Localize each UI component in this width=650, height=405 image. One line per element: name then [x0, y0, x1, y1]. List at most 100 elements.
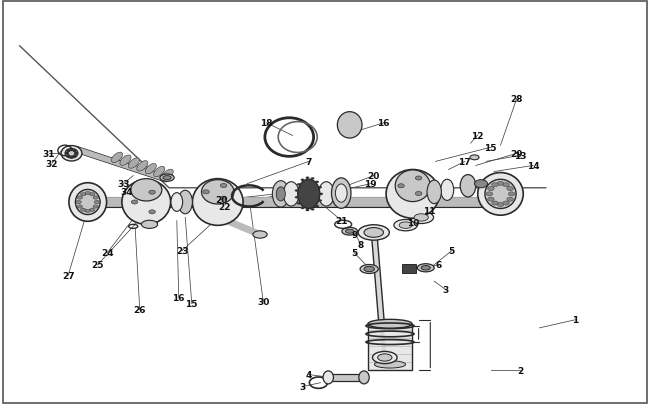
- Ellipse shape: [131, 179, 162, 202]
- Circle shape: [75, 153, 77, 155]
- Ellipse shape: [342, 228, 358, 236]
- Ellipse shape: [364, 228, 384, 238]
- Ellipse shape: [253, 231, 267, 239]
- Circle shape: [67, 151, 70, 152]
- Ellipse shape: [69, 183, 107, 222]
- Ellipse shape: [360, 265, 378, 274]
- Text: 8: 8: [358, 241, 364, 249]
- Bar: [402, 264, 416, 273]
- Text: 15: 15: [484, 143, 497, 152]
- Text: 13: 13: [514, 151, 526, 160]
- Circle shape: [319, 193, 323, 196]
- Ellipse shape: [378, 354, 392, 361]
- Ellipse shape: [368, 320, 412, 328]
- Circle shape: [67, 156, 70, 157]
- Ellipse shape: [470, 156, 479, 160]
- Circle shape: [311, 178, 315, 180]
- Circle shape: [131, 200, 138, 205]
- Text: 2: 2: [517, 366, 523, 375]
- Text: 27: 27: [62, 271, 75, 280]
- Ellipse shape: [160, 175, 174, 182]
- Circle shape: [93, 196, 98, 200]
- Text: 14: 14: [526, 162, 539, 171]
- Ellipse shape: [364, 267, 374, 272]
- Circle shape: [70, 149, 73, 151]
- Text: 32: 32: [46, 160, 58, 168]
- Ellipse shape: [192, 179, 243, 226]
- Circle shape: [66, 153, 68, 155]
- Ellipse shape: [395, 171, 430, 202]
- Circle shape: [315, 181, 319, 183]
- Text: 5: 5: [448, 247, 455, 256]
- Circle shape: [488, 187, 494, 191]
- Ellipse shape: [460, 175, 476, 198]
- Ellipse shape: [120, 156, 131, 166]
- Text: 29: 29: [510, 149, 523, 158]
- Ellipse shape: [332, 178, 351, 209]
- Circle shape: [398, 184, 404, 188]
- Ellipse shape: [427, 181, 441, 204]
- Text: 22: 22: [218, 202, 231, 211]
- Ellipse shape: [337, 113, 362, 139]
- Circle shape: [306, 209, 309, 212]
- Text: 4: 4: [306, 370, 312, 379]
- Ellipse shape: [386, 170, 439, 219]
- Text: 24: 24: [101, 249, 114, 258]
- Text: 1: 1: [572, 315, 578, 324]
- Circle shape: [507, 187, 514, 191]
- Text: 6: 6: [436, 261, 442, 270]
- Ellipse shape: [394, 220, 417, 231]
- Text: 21: 21: [335, 216, 348, 225]
- Text: 10: 10: [406, 218, 419, 227]
- Ellipse shape: [399, 222, 412, 229]
- Ellipse shape: [171, 193, 183, 212]
- Text: 15: 15: [185, 299, 198, 308]
- Ellipse shape: [122, 180, 170, 225]
- Circle shape: [73, 151, 76, 152]
- Circle shape: [77, 205, 83, 209]
- Text: 17: 17: [458, 158, 471, 166]
- Circle shape: [415, 177, 422, 181]
- Text: 9: 9: [351, 230, 358, 239]
- Ellipse shape: [153, 167, 165, 177]
- Circle shape: [488, 198, 494, 202]
- Circle shape: [486, 192, 493, 196]
- Circle shape: [73, 156, 76, 157]
- Circle shape: [503, 202, 510, 206]
- Ellipse shape: [359, 371, 369, 384]
- Circle shape: [294, 196, 298, 199]
- Circle shape: [503, 183, 510, 187]
- Ellipse shape: [409, 212, 434, 224]
- Text: 18: 18: [260, 119, 273, 128]
- Circle shape: [203, 190, 209, 194]
- Ellipse shape: [145, 164, 157, 175]
- Ellipse shape: [178, 191, 192, 214]
- Ellipse shape: [272, 181, 289, 207]
- Text: 16: 16: [172, 293, 185, 302]
- Ellipse shape: [441, 180, 454, 201]
- Ellipse shape: [358, 225, 389, 241]
- Text: 25: 25: [91, 261, 104, 270]
- Ellipse shape: [65, 149, 78, 159]
- Circle shape: [294, 190, 298, 192]
- Ellipse shape: [75, 190, 100, 215]
- Circle shape: [70, 157, 73, 158]
- Text: 7: 7: [306, 158, 312, 166]
- Ellipse shape: [162, 170, 174, 180]
- Circle shape: [76, 201, 81, 204]
- Circle shape: [492, 183, 499, 187]
- Text: 26: 26: [133, 305, 146, 314]
- Circle shape: [311, 209, 315, 211]
- Circle shape: [318, 187, 322, 189]
- Circle shape: [315, 205, 319, 208]
- Ellipse shape: [485, 180, 516, 209]
- Ellipse shape: [276, 187, 285, 202]
- Circle shape: [149, 210, 155, 214]
- Circle shape: [77, 196, 83, 200]
- Ellipse shape: [421, 266, 430, 271]
- Text: 34: 34: [120, 188, 133, 197]
- Text: 23: 23: [176, 247, 188, 256]
- Ellipse shape: [346, 230, 354, 234]
- Ellipse shape: [111, 153, 123, 163]
- Bar: [368, 324, 412, 371]
